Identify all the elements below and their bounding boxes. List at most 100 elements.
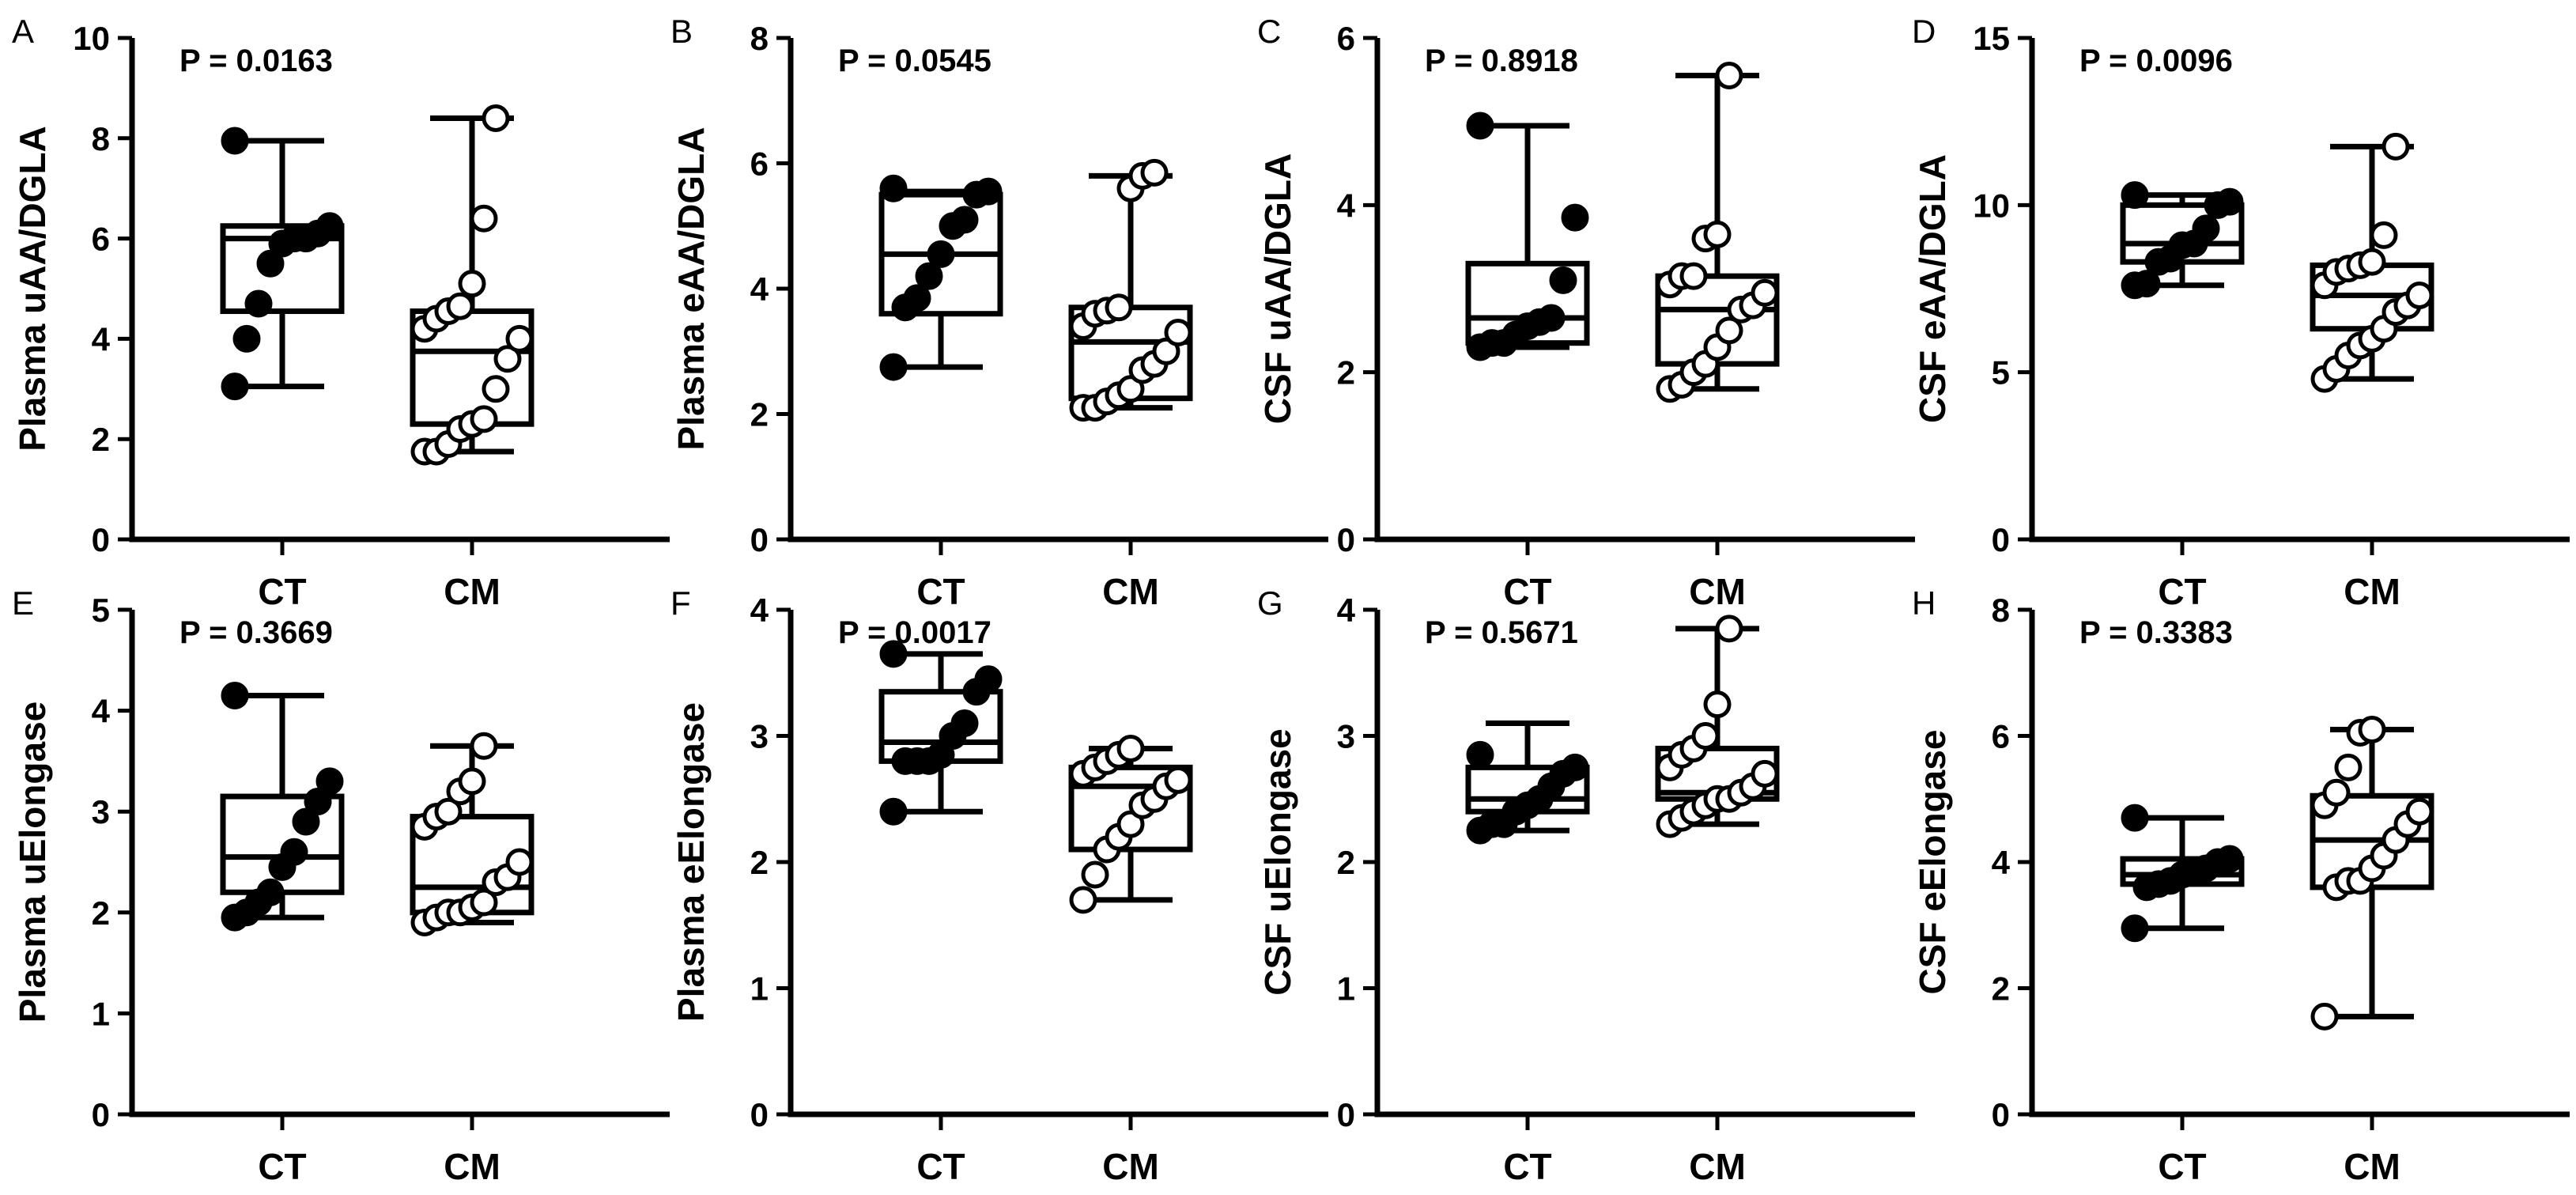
x-tick-label: CM xyxy=(1102,1146,1159,1187)
data-point xyxy=(1561,753,1589,781)
y-tick-label: 6 xyxy=(92,221,110,258)
y-tick-label: 0 xyxy=(1337,521,1355,558)
data-point xyxy=(2370,221,2398,249)
data-point xyxy=(256,878,285,906)
data-point xyxy=(1703,690,1732,719)
data-point xyxy=(950,709,979,738)
data-point xyxy=(1164,766,1192,794)
y-tick-label: 2 xyxy=(92,894,110,932)
y-tick-label: 10 xyxy=(73,20,110,57)
data-point xyxy=(879,640,908,668)
y-tick-label: 1 xyxy=(92,995,110,1032)
data-point xyxy=(482,375,510,403)
x-tick-label: CT xyxy=(916,571,965,612)
x-tick-label: CM xyxy=(1689,571,1746,612)
data-point xyxy=(1105,293,1133,322)
x-tick-label: CM xyxy=(2344,1146,2400,1187)
data-point xyxy=(1116,734,1145,762)
data-point xyxy=(244,289,273,318)
data-point xyxy=(2322,778,2351,807)
data-point xyxy=(1715,62,1743,90)
y-tick-label: 0 xyxy=(1337,1096,1355,1133)
panel-letter: B xyxy=(670,13,693,50)
y-tick-label: 2 xyxy=(750,396,769,433)
data-point xyxy=(2310,1002,2339,1030)
data-point xyxy=(1679,262,1708,290)
data-point xyxy=(2358,716,2386,744)
data-point xyxy=(315,212,344,240)
data-point xyxy=(1561,203,1589,232)
y-tick-label: 0 xyxy=(1992,521,2010,558)
data-point xyxy=(221,372,249,401)
p-value-label: P = 0.0163 xyxy=(179,43,333,78)
data-point xyxy=(974,665,1003,694)
data-point xyxy=(2405,797,2434,826)
p-value-label: P = 0.0545 xyxy=(838,43,991,78)
y-tick-label: 3 xyxy=(1337,718,1355,755)
data-point xyxy=(879,797,908,826)
panel-letter: D xyxy=(1912,13,1936,50)
data-point xyxy=(1751,759,1779,788)
y-tick-label: 8 xyxy=(750,20,769,57)
x-tick-label: CT xyxy=(258,1146,306,1187)
data-point xyxy=(493,345,522,373)
iqr-box xyxy=(220,223,345,315)
y-tick-label: 1 xyxy=(1337,970,1355,1008)
data-point xyxy=(446,292,474,320)
y-tick-label: 4 xyxy=(750,592,769,629)
data-point xyxy=(2381,132,2410,161)
data-point xyxy=(903,284,931,312)
data-point xyxy=(1164,318,1192,346)
y-tick-label: 4 xyxy=(1337,592,1356,629)
box-group-cm xyxy=(1655,615,1780,838)
x-tick-label: CT xyxy=(1503,1146,1551,1187)
panel-letter: G xyxy=(1257,584,1283,622)
p-value-label: P = 0.0096 xyxy=(2079,43,2233,78)
y-tick-label: 0 xyxy=(750,1096,769,1133)
y-tick-label: 2 xyxy=(92,421,110,458)
x-tick-label: CM xyxy=(444,1146,500,1187)
y-tick-label: 1 xyxy=(750,970,769,1008)
data-point xyxy=(927,240,955,268)
p-value-label: P = 0.8918 xyxy=(1425,43,1578,78)
panel-letter: H xyxy=(1912,584,1936,622)
data-point xyxy=(950,206,979,234)
panel-a: A Plasma uAA/DGLA 0 2 4 6 8 10 P = 0.0163 CT CM xyxy=(12,13,670,612)
data-point xyxy=(2334,753,2363,781)
y-tick-label: 6 xyxy=(1337,20,1355,57)
box-group-cm xyxy=(410,732,534,937)
data-point xyxy=(2121,914,2149,943)
panel-c: C CSF uAA/DGLA 0 2 4 6 P = 0.8918 CT CM xyxy=(1257,13,1915,612)
box-group-ct xyxy=(220,127,345,401)
y-tick-label: 0 xyxy=(750,521,769,558)
y-axis-label: Plasma eElongase xyxy=(670,702,712,1022)
data-point xyxy=(1715,316,1743,345)
panel-letter: E xyxy=(12,584,34,622)
box-group-ct xyxy=(1465,112,1590,361)
data-point xyxy=(470,405,498,433)
box-group-ct xyxy=(878,640,1003,826)
data-point xyxy=(915,262,943,290)
data-point xyxy=(974,177,1003,206)
data-point xyxy=(2132,270,2161,298)
data-point xyxy=(1466,740,1494,769)
y-tick-label: 0 xyxy=(92,521,110,558)
p-value-label: P = 0.3383 xyxy=(2079,615,2233,650)
data-point xyxy=(505,324,534,353)
iqr-box xyxy=(1068,764,1193,853)
x-tick-label: CT xyxy=(916,1146,965,1187)
data-point xyxy=(2405,281,2434,309)
y-tick-label: 5 xyxy=(92,592,110,629)
data-point xyxy=(1081,860,1109,889)
data-point xyxy=(458,767,486,796)
y-axis-label: CSF eAA/DGLA xyxy=(1912,154,1953,423)
y-tick-label: 4 xyxy=(92,320,111,357)
y-tick-label: 5 xyxy=(1992,354,2010,391)
y-tick-label: 2 xyxy=(750,844,769,881)
data-point xyxy=(879,353,908,381)
data-point xyxy=(2121,804,2149,832)
data-point xyxy=(1537,304,1566,332)
x-tick-label: CT xyxy=(2158,1146,2206,1187)
box-group-cm xyxy=(2310,716,2434,1030)
data-point xyxy=(1466,112,1494,140)
